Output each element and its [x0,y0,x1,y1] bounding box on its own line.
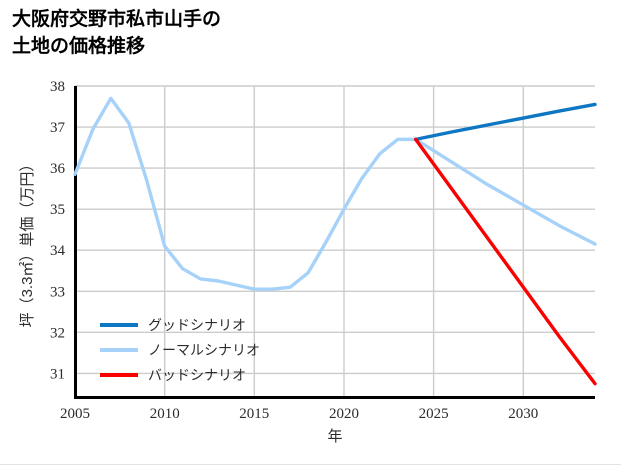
y-tick-label: 36 [50,161,66,177]
series-line-bad [413,137,597,386]
x-tick-label: 2005 [60,406,90,422]
y-tick-label: 34 [50,243,66,259]
x-tick-label: 2010 [150,406,180,422]
y-tick-label: 35 [50,202,65,218]
x-tick-label: 2020 [329,406,359,422]
chart-title: 大阪府交野市私市山手の 土地の価格推移 [12,9,222,57]
y-tick-label: 32 [50,325,65,341]
series-line-normal [73,96,597,291]
series-line-good [413,102,597,142]
y-axis-ticks: 31 32 33 34 35 36 37 38 [50,79,66,382]
x-axis-ticks: 2005 2010 2015 2020 2025 2030 [60,406,538,422]
y-axis-title: 坪（3.3㎡）単価（万円） [19,157,36,328]
data-series [73,96,597,386]
y-tick-label: 33 [50,284,65,300]
x-tick-label: 2030 [508,406,538,422]
x-tick-label: 2015 [239,406,269,422]
x-tick-label: 2025 [419,406,449,422]
y-tick-label: 31 [50,366,65,382]
x-axis-title: 年 [327,428,342,445]
legend-label: バッドシナリオ [148,367,246,383]
y-tick-label: 37 [50,120,66,136]
legend-label: ノーマルシナリオ [148,342,260,358]
legend-label: グッドシナリオ [148,317,246,333]
y-tick-label: 38 [50,79,65,95]
